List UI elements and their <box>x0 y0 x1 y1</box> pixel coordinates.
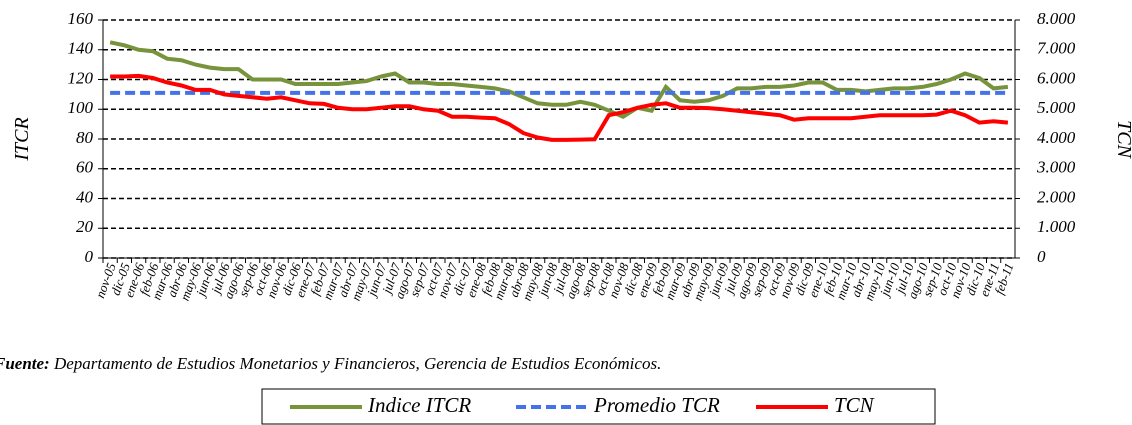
y2-tick-label: 6.000 <box>1037 68 1076 87</box>
y-axis-label: ITCR <box>11 117 33 161</box>
series-line <box>110 73 1009 142</box>
y2-tick-label: 4.000 <box>1037 128 1076 147</box>
y-tick-label: 20 <box>76 217 94 236</box>
source-label: Fuente: <box>0 354 50 373</box>
y-tick-label: 160 <box>68 9 94 28</box>
y-tick-label: 80 <box>76 128 94 147</box>
legend-label: Promedio TCR <box>593 393 720 417</box>
y-tick-label: 140 <box>68 39 94 58</box>
y2-tick-label: 1.000 <box>1037 217 1076 236</box>
y2-tick-label: 3.000 <box>1036 158 1076 177</box>
y-tick-label: 40 <box>76 187 94 206</box>
y2-axis-label: TCN <box>1113 120 1132 159</box>
y-tick-label: 60 <box>76 158 94 177</box>
y2-tick-label: 0 <box>1037 247 1046 266</box>
series-line <box>109 40 1009 119</box>
source-note: Fuente: Departamento de Estudios Monetar… <box>0 354 661 373</box>
y-tick-label: 0 <box>85 247 94 266</box>
legend-label: Indice ITCR <box>367 393 471 417</box>
source-text: Departamento de Estudios Monetarios y Fi… <box>53 354 661 373</box>
y2-tick-label: 7.000 <box>1037 39 1076 58</box>
y2-tick-label: 2.000 <box>1037 187 1076 206</box>
y-tick-label: 120 <box>68 68 94 87</box>
y2-tick-label: 5.000 <box>1037 98 1076 117</box>
y2-tick-label: 8.000 <box>1037 9 1076 28</box>
y-tick-label: 100 <box>68 98 94 117</box>
legend-label: TCN <box>834 393 875 417</box>
